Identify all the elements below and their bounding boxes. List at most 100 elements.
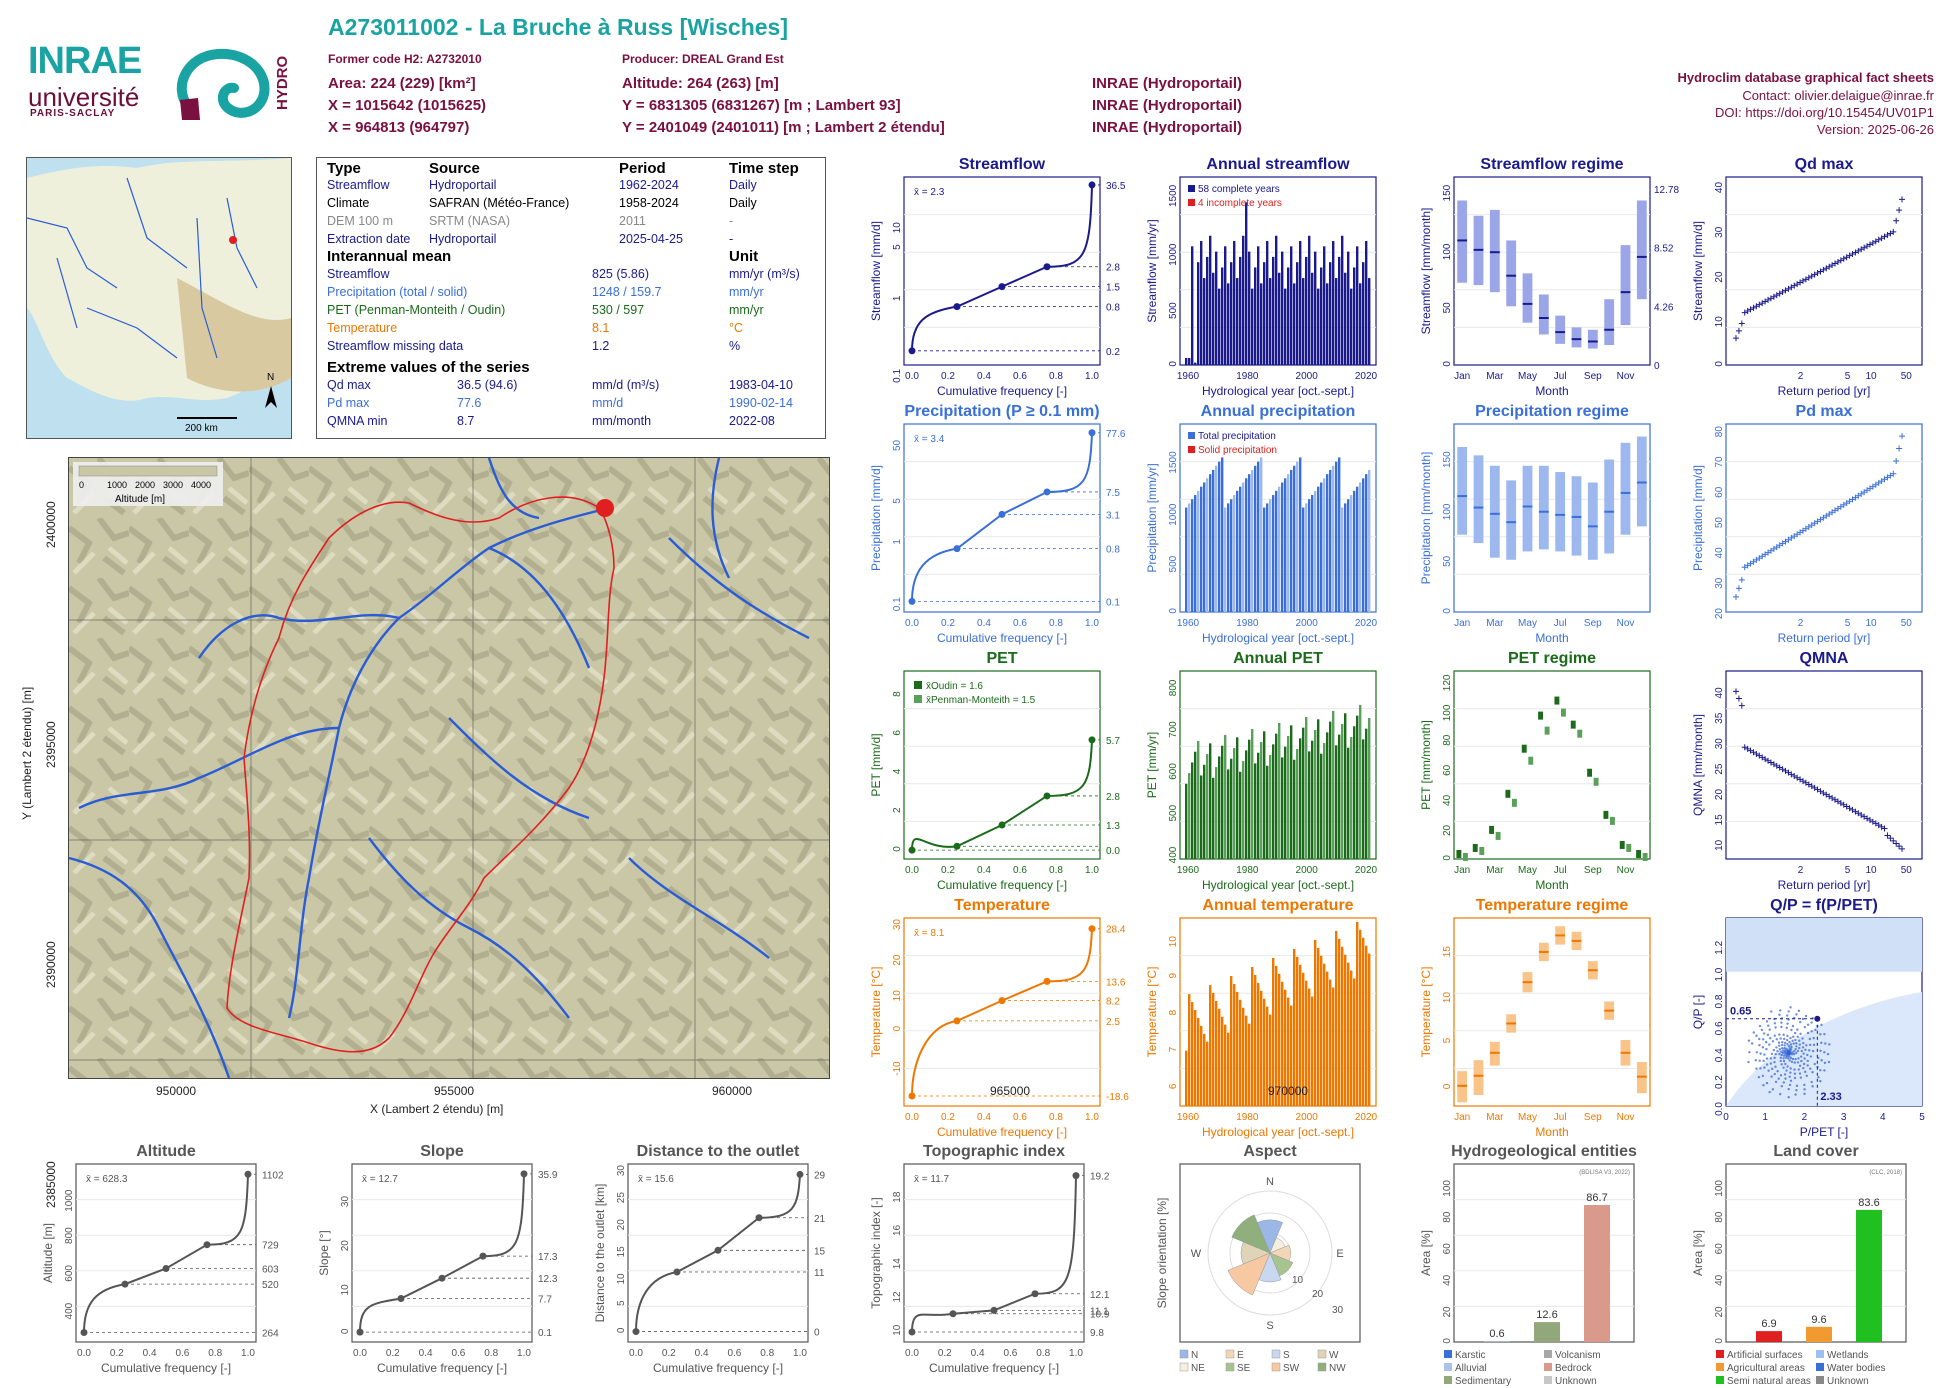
qp-budyko-point xyxy=(1794,1093,1797,1096)
annual-streamflow-bar xyxy=(1248,251,1251,365)
mean-value-4: 1.2 xyxy=(592,339,610,353)
qp-budyko-point xyxy=(1803,1092,1806,1096)
hydrogeology-title: Hydrogeological entities xyxy=(1451,1143,1637,1160)
annual-streamflow-bar xyxy=(1347,251,1350,365)
x-tick-label: 0.6 xyxy=(1013,371,1027,382)
streamflow-fdc-mean-label: x̄ = 2.3 xyxy=(914,187,945,198)
qp-budyko-point xyxy=(1779,1059,1782,1063)
x-tick-label: 0.2 xyxy=(941,1112,955,1123)
x-axis-label: Cumulative frequency [-] xyxy=(937,384,1067,398)
qp-budyko-point xyxy=(1778,1092,1782,1096)
y-tick-label: 0.1 xyxy=(892,597,903,611)
qp-budyko-point xyxy=(1747,1039,1751,1042)
annual-temp-bar xyxy=(1206,1041,1209,1106)
qp-budyko-point xyxy=(1783,1046,1786,1050)
streamflow-regime-right-tick: 12.78 xyxy=(1654,185,1679,196)
altitude-curve-frame xyxy=(75,1163,257,1343)
hydrogeology-legend-swatch xyxy=(1544,1376,1552,1384)
x-tick-label: 0.8 xyxy=(484,1348,498,1359)
aspect-sector-nw xyxy=(1231,1214,1271,1254)
annual-pet-bar xyxy=(1311,740,1314,859)
x-axis-label: P/PET [-] xyxy=(1800,1125,1848,1139)
pet-regime-penman-box xyxy=(1479,846,1485,855)
qp-budyko-point xyxy=(1770,1067,1774,1071)
source-lambert2: INRAE (Hydroportail) xyxy=(1092,119,1242,136)
info-row-1-col-3: Daily xyxy=(729,196,757,210)
qp-budyko-point xyxy=(1762,1059,1765,1063)
qp-budyko-point xyxy=(1783,1073,1787,1076)
x-tick-label: 1980 xyxy=(1236,371,1259,382)
qp-budyko-point xyxy=(1797,1068,1800,1071)
qp-budyko-point xyxy=(1770,1075,1773,1078)
x-tick-label: 0.2 xyxy=(386,1348,400,1359)
topo-index-curve-chart: Topographic index 19.2 12.1 11.110.9 9.8 x̄ =… xyxy=(869,1143,1110,1375)
qp-budyko-point xyxy=(1786,1054,1789,1058)
qp-budyko-point xyxy=(1788,1055,1791,1058)
annual-streamflow-bar xyxy=(1293,283,1296,365)
y-tick-label: 500 xyxy=(1168,302,1179,319)
annual-temp-bar xyxy=(1221,1016,1224,1106)
annual-temp-title: Annual temperature xyxy=(1202,897,1353,914)
qp-budyko-point xyxy=(1819,1079,1822,1083)
annual-precip-bar xyxy=(1215,465,1218,612)
qp-budyko-point xyxy=(1767,1024,1770,1027)
y-tick-label: 1000 xyxy=(1168,503,1179,526)
streamflow-fdc-frame xyxy=(903,176,1101,366)
qp-budyko-point xyxy=(1798,1072,1802,1075)
producer: Producer: DREAL Grand Est xyxy=(622,52,784,66)
qp-budyko-point xyxy=(1780,1053,1783,1057)
aspect-legend-swatch xyxy=(1317,1349,1327,1359)
annual-streamflow-bar xyxy=(1338,256,1341,365)
y-tick-label: 10 xyxy=(1168,936,1179,948)
mean-label-2: PET (Penman-Monteith / Oudin) xyxy=(327,303,506,317)
pd-max-point xyxy=(1896,445,1903,452)
qp-budyko-point xyxy=(1802,1066,1805,1070)
y-tick-label: 1500 xyxy=(1168,451,1179,474)
qp-budyko-point xyxy=(1747,1060,1750,1064)
annual-pet-bar xyxy=(1269,755,1272,859)
y-tick-label: 1000 xyxy=(1168,243,1179,266)
annual-pet-bar xyxy=(1347,747,1350,859)
qp-budyko-point xyxy=(1770,1052,1774,1056)
annual-precip-bar xyxy=(1350,495,1353,612)
y-tick-label: 30 xyxy=(616,1165,627,1177)
qp-budyko-point xyxy=(1782,1059,1786,1063)
qp-budyko-point xyxy=(1768,1090,1771,1094)
station-location-marker xyxy=(229,236,237,244)
y-tick-label: 800 xyxy=(1168,679,1179,696)
annual-streamflow-bar xyxy=(1296,262,1299,365)
annual-pet-bar xyxy=(1338,734,1341,859)
annual-precip-bar xyxy=(1362,478,1365,612)
y-tick-label: 4 xyxy=(892,768,903,774)
annual-precip-bar xyxy=(1317,486,1320,612)
qp-budyko-point xyxy=(1786,1022,1789,1025)
mean-unit-2: mm/yr xyxy=(729,303,764,317)
annual-pet-bar xyxy=(1266,765,1269,859)
annual-pet-bar xyxy=(1365,728,1368,859)
annual-pet-bar xyxy=(1356,715,1359,859)
hydrogeology-legend-swatch xyxy=(1444,1350,1452,1358)
qmna-point xyxy=(1735,695,1742,702)
precip-fdc-chart: Precipitation (P ≥ 0.1 mm) 77.6 7.5 3.1 0.8 0… xyxy=(869,403,1126,645)
x-tick-label: 0.4 xyxy=(419,1348,433,1359)
land-cover-title: Land cover xyxy=(1773,1143,1858,1160)
annual-temp-bar xyxy=(1287,997,1290,1106)
qp-budyko-point xyxy=(1793,1076,1797,1080)
y-tick-label: 35 xyxy=(1714,712,1725,724)
info-header-1: Source xyxy=(429,160,480,177)
y-tick-label: 1 xyxy=(892,539,903,545)
qp-budyko-point xyxy=(1823,1061,1827,1065)
y-tick-label: 10 xyxy=(340,1284,351,1296)
pet-fdc-right-tick: 5.7 xyxy=(1106,736,1120,747)
pet-regime-penman-box xyxy=(1626,843,1632,852)
qp-budyko-point xyxy=(1766,1033,1770,1037)
qp-budyko-station-point xyxy=(1814,1015,1821,1022)
y-axis-label: Temperature [°C] xyxy=(1145,967,1159,1058)
qp-budyko-point xyxy=(1806,1064,1809,1067)
annual-precip-bar xyxy=(1221,457,1224,612)
annual-precip-bar xyxy=(1287,474,1290,612)
x-tick-label: 2000 xyxy=(1296,1112,1319,1123)
aspect-legend-label: SW xyxy=(1283,1363,1300,1374)
qp-budyko-point xyxy=(1786,1052,1789,1056)
pet-regime-penman-box xyxy=(1528,756,1534,765)
